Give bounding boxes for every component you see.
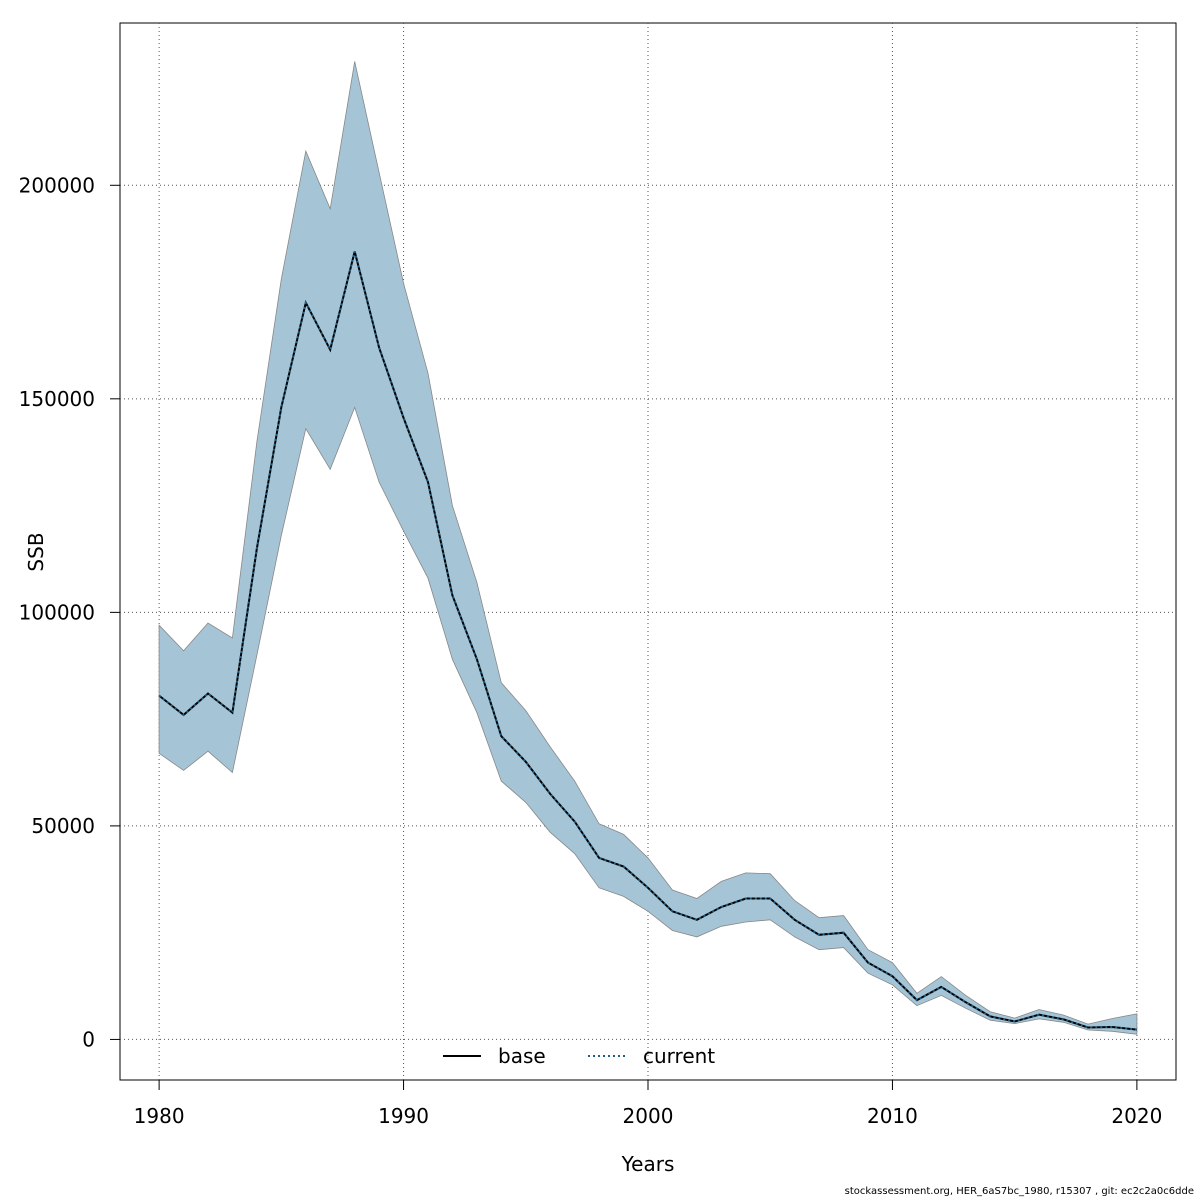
footer-credit: stockassessment.org, HER_6aS7bc_1980, r1… [844,1186,1194,1197]
y-axis-label: SSB [24,532,48,571]
x-tick-label-2000: 2000 [623,1104,674,1128]
x-tick-label-2010: 2010 [867,1104,918,1128]
confidence-band-area [158,61,1138,1035]
x-tick-label-1980: 1980 [134,1104,185,1128]
confidence-band [158,61,1138,1035]
grid-lines [120,23,1176,1080]
y-tick-label-50000: 50000 [31,814,95,838]
legend-label-current: current [643,1044,715,1068]
x-axis-label: Years [621,1152,675,1176]
y-tick-label-150000: 150000 [19,387,95,411]
legend-label-base: base [498,1044,546,1068]
axes: 1980 1990 2000 2010 2020 0 50000 100000 150000 20… [19,173,1163,1128]
y-tick-label-100000: 100000 [19,600,95,624]
series-lines [158,251,1138,1031]
legend: base current [443,1044,715,1068]
y-tick-label-200000: 200000 [19,173,95,197]
x-tick-label-1990: 1990 [378,1104,429,1128]
x-tick-label-2020: 2020 [1111,1104,1162,1128]
series-line-current [158,251,1138,1031]
y-tick-label-0: 0 [82,1027,95,1051]
